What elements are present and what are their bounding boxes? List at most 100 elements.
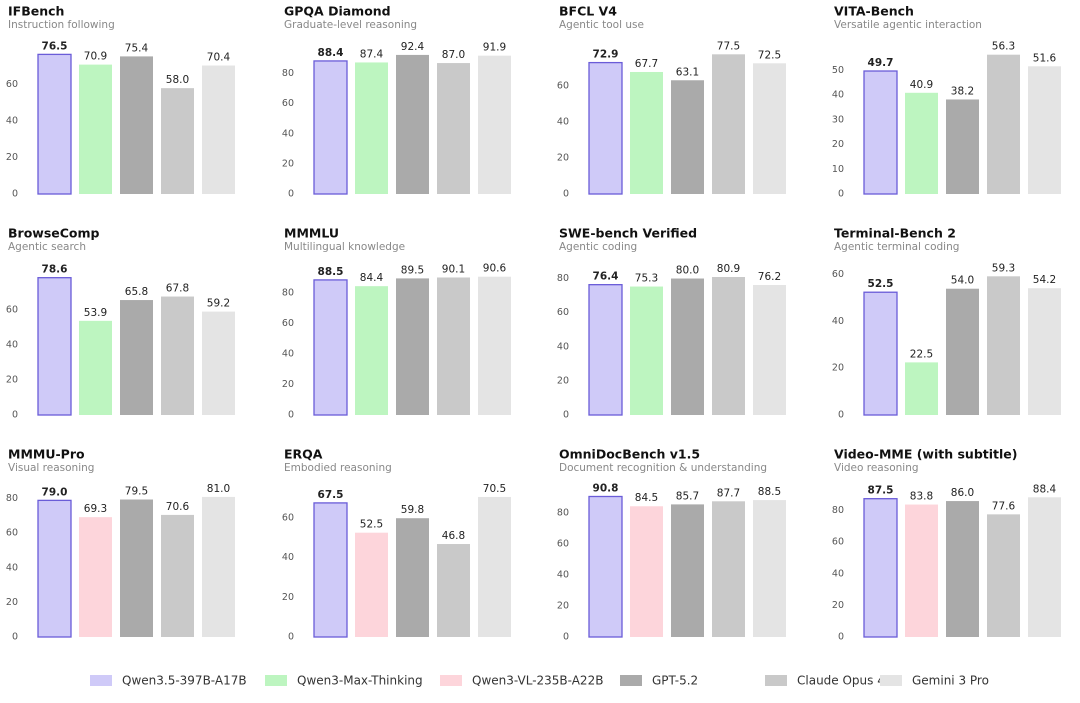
y-tick-label: 60 bbox=[557, 307, 569, 318]
value-label: 88.4 bbox=[1033, 483, 1057, 495]
chart-subtitle: Agentic tool use bbox=[559, 19, 644, 31]
bar bbox=[1028, 497, 1061, 637]
value-label: 90.6 bbox=[483, 263, 507, 275]
chart-subtitle: Agentic terminal coding bbox=[834, 241, 959, 253]
y-tick-label: 20 bbox=[6, 152, 18, 163]
bar bbox=[630, 286, 663, 415]
bar bbox=[37, 499, 72, 638]
bar bbox=[437, 63, 470, 195]
value-label: 78.6 bbox=[42, 264, 68, 276]
chart-title: BFCL V4 bbox=[559, 4, 617, 19]
y-tick-label: 20 bbox=[282, 158, 294, 169]
bar bbox=[202, 311, 235, 415]
y-tick-label: 60 bbox=[832, 537, 844, 548]
y-tick-label: 60 bbox=[6, 305, 18, 316]
bar bbox=[202, 496, 235, 637]
bar bbox=[1028, 66, 1061, 194]
value-label: 46.8 bbox=[442, 530, 465, 542]
y-tick-label: 40 bbox=[6, 116, 18, 127]
bar bbox=[671, 504, 704, 637]
bar bbox=[478, 55, 511, 195]
bar bbox=[120, 300, 153, 415]
value-label: 52.5 bbox=[360, 519, 383, 531]
y-tick-label: 0 bbox=[12, 410, 18, 421]
y-tick-label: 40 bbox=[282, 552, 294, 563]
value-label: 88.4 bbox=[318, 47, 344, 59]
y-tick-label: 0 bbox=[288, 410, 294, 421]
y-tick-label: 60 bbox=[282, 98, 294, 109]
y-tick-label: 20 bbox=[6, 375, 18, 386]
y-tick-label: 20 bbox=[6, 597, 18, 608]
value-label: 52.5 bbox=[868, 278, 894, 290]
chart-title: ERQA bbox=[284, 447, 323, 462]
bar bbox=[671, 278, 704, 415]
y-tick-label: 0 bbox=[838, 189, 844, 200]
y-tick-label: 80 bbox=[832, 505, 844, 516]
value-label: 81.0 bbox=[207, 483, 230, 495]
bar bbox=[987, 514, 1020, 637]
value-label: 67.7 bbox=[635, 58, 658, 70]
y-tick-label: 60 bbox=[557, 80, 569, 91]
y-tick-label: 0 bbox=[12, 632, 18, 643]
value-label: 90.1 bbox=[442, 263, 465, 275]
chart-title: MMMU-Pro bbox=[8, 447, 85, 462]
y-tick-label: 80 bbox=[282, 68, 294, 79]
bar bbox=[630, 506, 663, 637]
value-label: 70.9 bbox=[84, 51, 107, 63]
bar bbox=[712, 54, 745, 195]
chart-title: MMMLU bbox=[284, 226, 339, 241]
value-label: 70.5 bbox=[483, 483, 506, 495]
value-label: 83.8 bbox=[910, 491, 933, 503]
y-tick-label: 40 bbox=[557, 341, 569, 352]
value-label: 84.4 bbox=[360, 272, 384, 284]
chart-title: SWE-bench Verified bbox=[559, 226, 697, 241]
legend-label: Qwen3-VL-235B-A22B bbox=[472, 674, 603, 688]
value-label: 54.2 bbox=[1033, 274, 1056, 286]
y-tick-label: 20 bbox=[282, 592, 294, 603]
legend-swatch bbox=[765, 675, 787, 686]
bar bbox=[37, 53, 72, 195]
value-label: 77.6 bbox=[992, 500, 1016, 512]
chart-title: IFBench bbox=[8, 4, 64, 19]
y-tick-label: 60 bbox=[6, 528, 18, 539]
bar bbox=[396, 54, 429, 195]
bar bbox=[588, 284, 623, 416]
chart-title: Video-MME (with subtitle) bbox=[834, 447, 1017, 462]
value-label: 65.8 bbox=[125, 286, 148, 298]
bar bbox=[161, 88, 194, 194]
chart-subtitle: Multilingual knowledge bbox=[284, 241, 405, 253]
value-label: 63.1 bbox=[676, 66, 699, 78]
bar bbox=[120, 56, 153, 194]
value-label: 59.2 bbox=[207, 298, 230, 310]
bar bbox=[355, 286, 388, 415]
chart-subtitle: Instruction following bbox=[8, 19, 115, 31]
y-tick-label: 0 bbox=[288, 632, 294, 643]
y-tick-label: 40 bbox=[832, 568, 844, 579]
y-tick-label: 20 bbox=[832, 139, 844, 150]
legend-label: Qwen3.5-397B-A17B bbox=[122, 674, 247, 688]
y-tick-label: 0 bbox=[838, 410, 844, 421]
value-label: 40.9 bbox=[910, 79, 933, 91]
bar bbox=[161, 514, 194, 637]
bar bbox=[202, 65, 235, 195]
legend-label: Gemini 3 Pro bbox=[912, 674, 989, 688]
bar bbox=[161, 296, 194, 415]
chart-subtitle: Video reasoning bbox=[834, 462, 919, 474]
y-tick-label: 40 bbox=[832, 90, 844, 101]
y-tick-label: 40 bbox=[282, 128, 294, 139]
chart-title: Terminal-Bench 2 bbox=[834, 226, 956, 241]
y-tick-label: 80 bbox=[6, 493, 18, 504]
value-label: 87.0 bbox=[442, 49, 465, 61]
y-tick-label: 60 bbox=[557, 539, 569, 550]
value-label: 75.4 bbox=[125, 42, 149, 54]
value-label: 38.2 bbox=[951, 85, 974, 97]
y-tick-label: 20 bbox=[832, 363, 844, 374]
y-tick-label: 40 bbox=[557, 570, 569, 581]
y-tick-label: 20 bbox=[557, 601, 569, 612]
bar bbox=[355, 62, 388, 194]
value-label: 59.8 bbox=[401, 504, 424, 516]
y-tick-label: 60 bbox=[6, 79, 18, 90]
y-tick-label: 60 bbox=[282, 318, 294, 329]
bar bbox=[905, 362, 938, 415]
